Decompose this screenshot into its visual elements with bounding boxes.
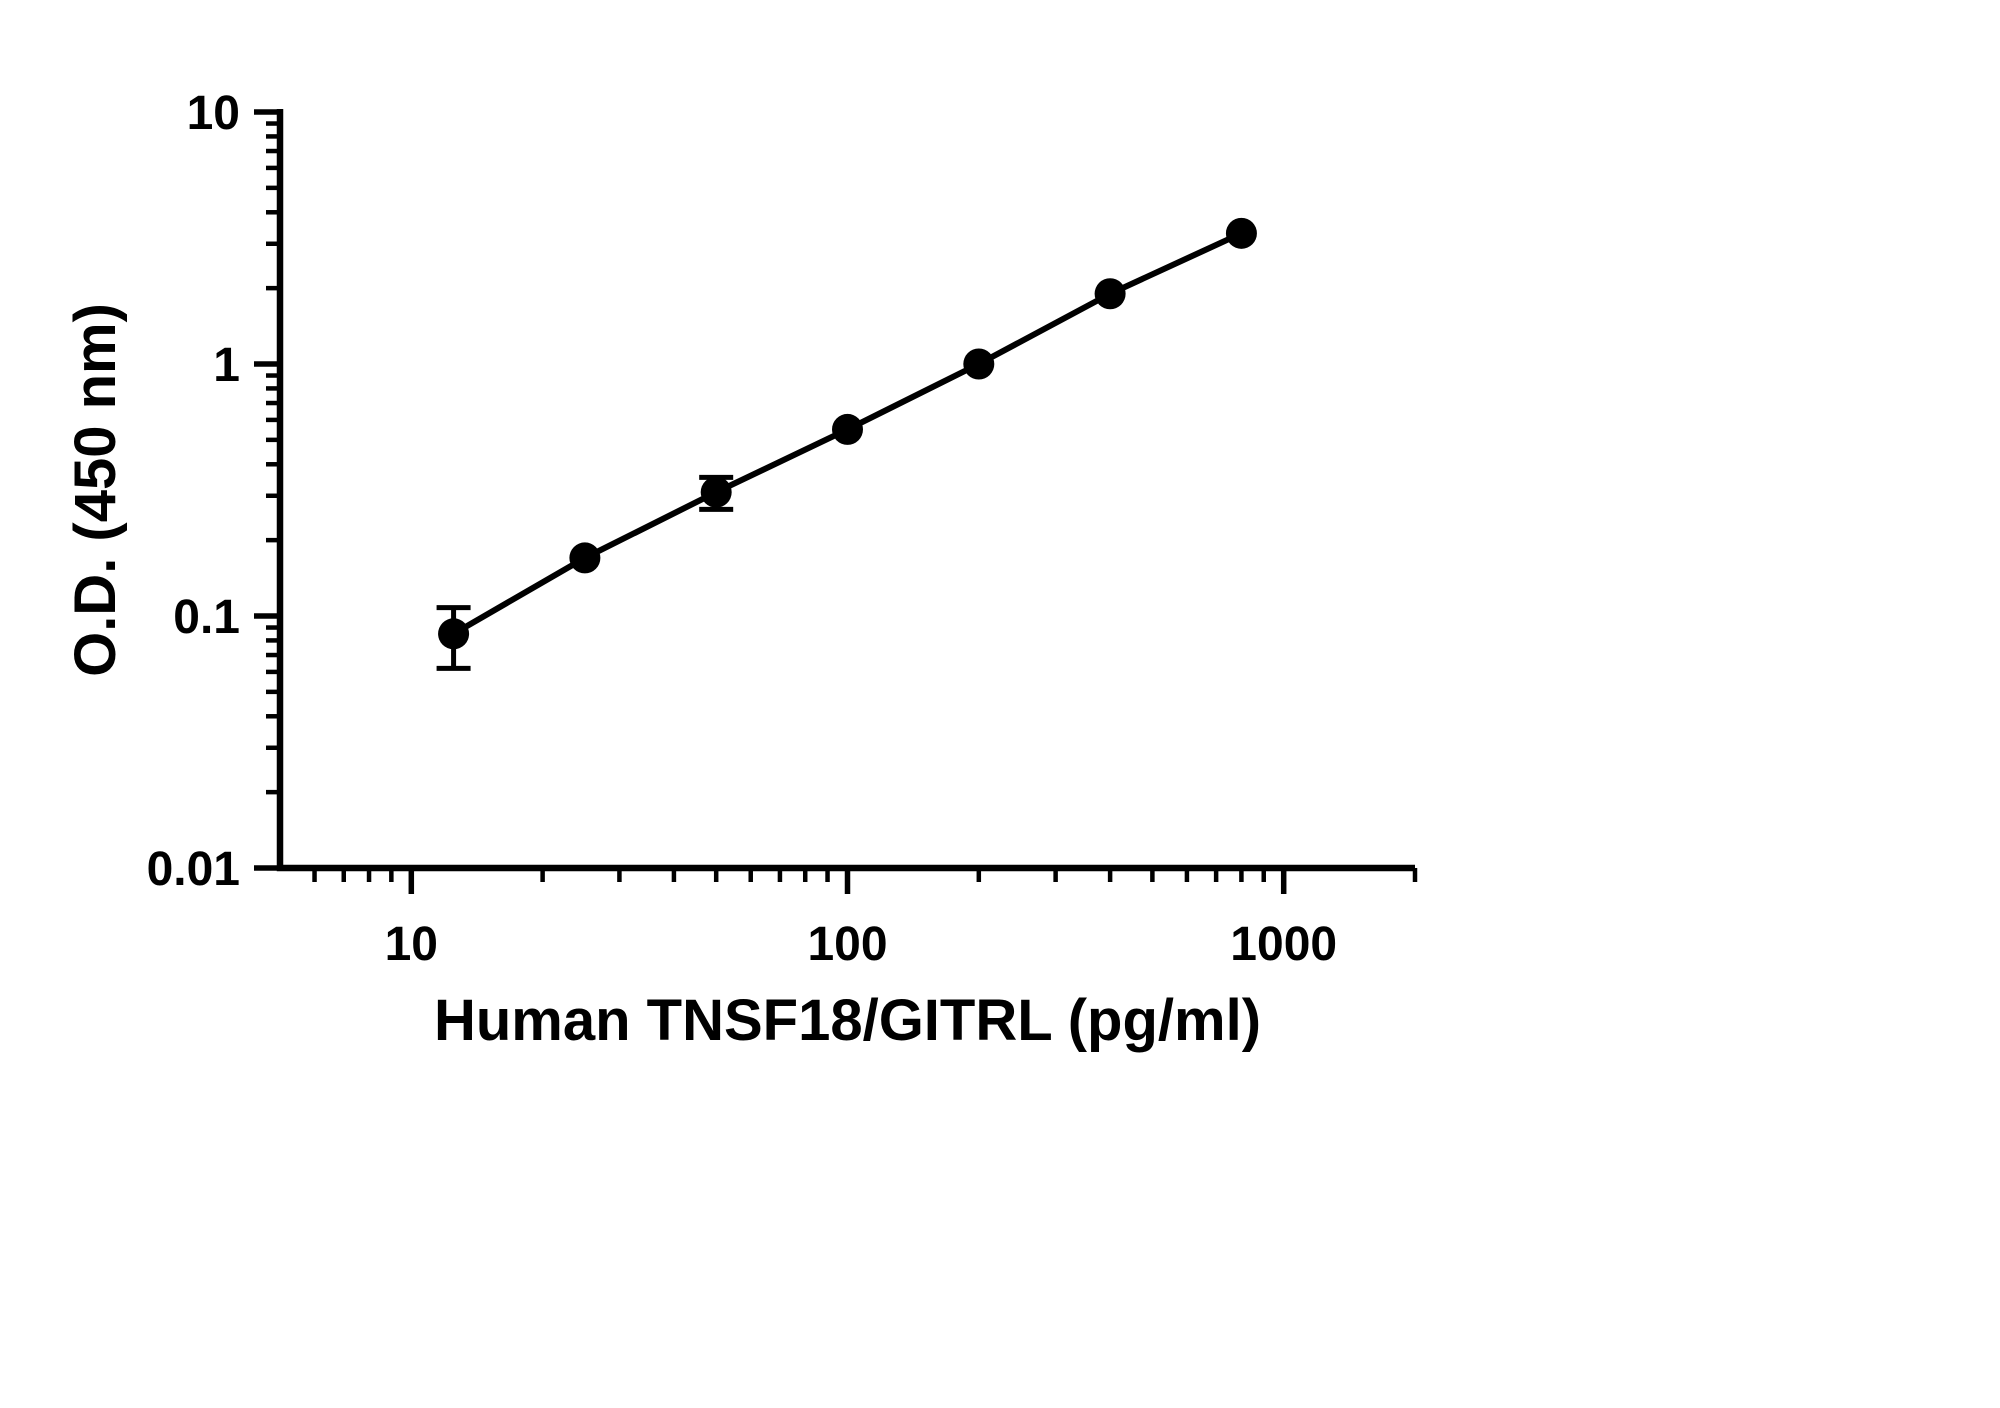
data-point	[1225, 217, 1257, 249]
data-point	[963, 348, 995, 380]
data-point	[1094, 278, 1126, 310]
y-axis-label: O.D. (450 nm)	[63, 303, 128, 677]
data-point	[832, 413, 863, 445]
data-point	[438, 618, 470, 650]
axis-tick-labels: 10 100 1000 0.01 0.1 1 10	[147, 87, 1338, 971]
x-axis-label: Human TNSF18/GITRL (pg/ml)	[434, 988, 1261, 1053]
data-point	[700, 476, 732, 508]
axis-ticks	[254, 109, 1418, 894]
data-series	[436, 217, 1257, 671]
x-tick-label: 100	[807, 918, 887, 971]
y-tick-label: 1	[213, 339, 240, 392]
y-tick-label: 0.1	[173, 591, 240, 644]
y-tick-label: 0.01	[147, 843, 240, 896]
y-tick-label: 10	[187, 87, 240, 140]
x-tick-label: 1000	[1230, 918, 1337, 971]
data-point	[569, 542, 601, 574]
x-tick-label: 10	[385, 918, 438, 971]
